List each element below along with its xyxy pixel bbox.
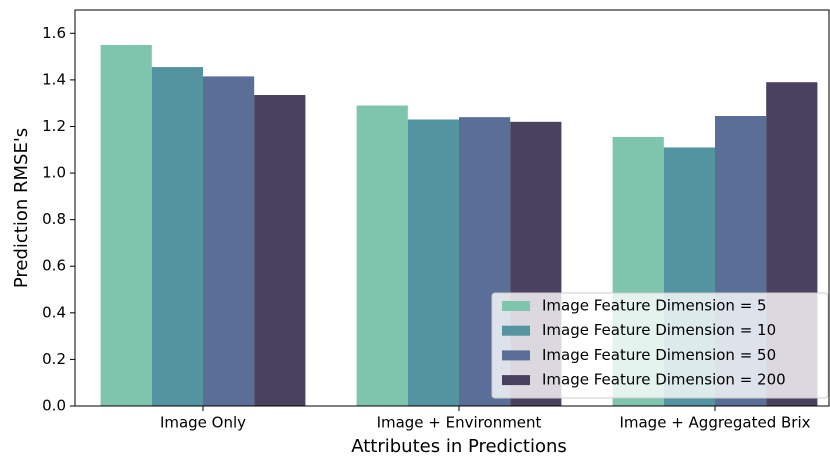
legend-swatch bbox=[502, 325, 530, 336]
x-tick-label: Image + Environment bbox=[377, 414, 542, 432]
x-tick-label: Image + Aggregated Brix bbox=[619, 414, 810, 432]
y-tick-label: 1.4 bbox=[42, 70, 66, 88]
y-tick-label: 1.0 bbox=[42, 164, 66, 182]
bar bbox=[203, 76, 255, 406]
bar bbox=[151, 67, 203, 406]
y-tick-label: 1.6 bbox=[42, 24, 66, 42]
legend-label: Image Feature Dimension = 5 bbox=[542, 297, 767, 315]
bar bbox=[407, 119, 459, 406]
x-axis-label: Attributes in Predictions bbox=[351, 436, 567, 457]
legend-label: Image Feature Dimension = 200 bbox=[542, 371, 786, 389]
legend bbox=[491, 292, 829, 399]
bar bbox=[356, 105, 408, 406]
y-tick-label: 0.8 bbox=[42, 210, 66, 228]
plot-frame bbox=[74, 9, 830, 407]
y-tick-label: 0.2 bbox=[42, 350, 66, 368]
legend-swatch bbox=[502, 301, 530, 311]
legend-label: Image Feature Dimension = 50 bbox=[542, 346, 776, 364]
bar bbox=[100, 44, 152, 407]
legend-label: Image Feature Dimension = 10 bbox=[542, 321, 776, 339]
y-tick-label: 1.2 bbox=[42, 117, 66, 135]
y-tick-label: 0.4 bbox=[42, 303, 66, 321]
legend-swatch bbox=[502, 350, 530, 361]
y-tick-label: 0.0 bbox=[42, 397, 66, 415]
x-tick-label: Image Only bbox=[160, 414, 246, 432]
y-axis-label: Prediction RMSE's bbox=[11, 128, 32, 288]
y-tick-label: 0.6 bbox=[42, 257, 66, 275]
legend-swatch bbox=[502, 375, 530, 386]
bar bbox=[254, 95, 306, 406]
